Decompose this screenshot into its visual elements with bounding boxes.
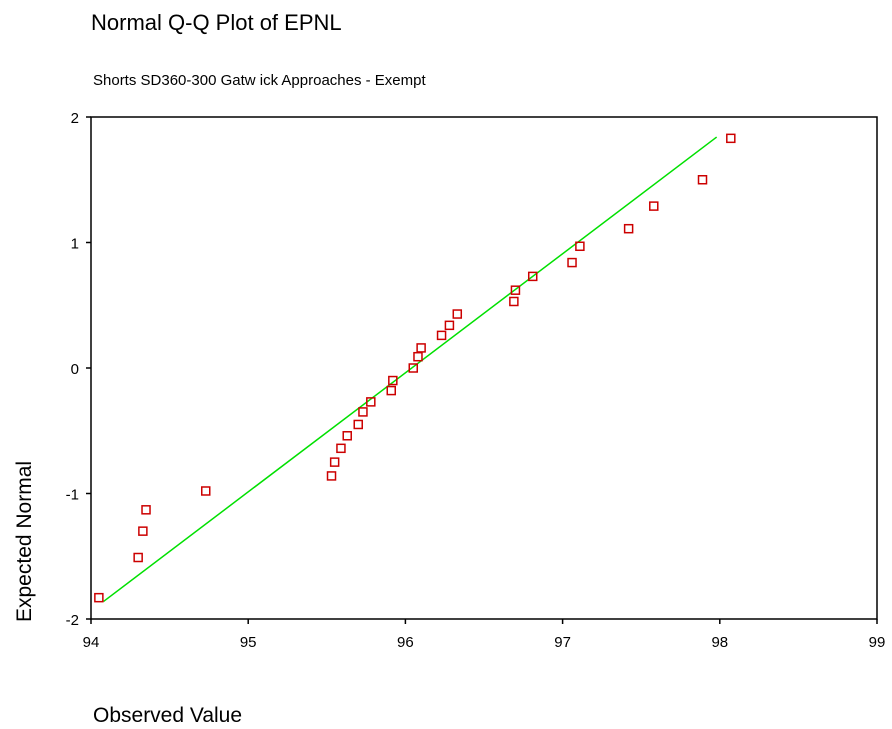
data-point bbox=[567, 257, 577, 268]
data-point bbox=[388, 375, 398, 386]
data-point bbox=[623, 223, 634, 234]
data-points bbox=[94, 133, 736, 603]
data-point bbox=[366, 397, 376, 407]
data-point bbox=[141, 505, 151, 515]
data-point bbox=[436, 330, 447, 341]
reference-line bbox=[103, 136, 718, 603]
x-tick-label: 98 bbox=[711, 634, 728, 651]
data-point bbox=[201, 486, 211, 496]
data-point bbox=[358, 407, 368, 417]
data-point bbox=[510, 285, 521, 295]
x-tick-label: 97 bbox=[554, 634, 571, 651]
data-point bbox=[416, 343, 426, 353]
data-point bbox=[575, 241, 585, 252]
x-tick-label: 94 bbox=[83, 634, 100, 651]
x-tick-label: 99 bbox=[869, 634, 886, 651]
data-point bbox=[726, 133, 736, 144]
data-point bbox=[413, 351, 423, 362]
data-point bbox=[408, 363, 419, 373]
plot-area bbox=[90, 116, 878, 620]
data-point bbox=[697, 175, 708, 185]
data-point bbox=[353, 419, 363, 430]
data-point bbox=[138, 526, 148, 536]
data-point bbox=[509, 296, 519, 307]
axis-ticks: 94 95 96 97 98 99 2 1 0 -1 -2 bbox=[66, 110, 886, 651]
data-point bbox=[342, 431, 352, 441]
x-tick-label: 96 bbox=[397, 634, 414, 651]
reference-line-group bbox=[103, 136, 718, 603]
data-point bbox=[386, 385, 397, 396]
y-tick-label: 2 bbox=[71, 110, 79, 127]
data-point bbox=[94, 592, 104, 603]
y-tick-label: 1 bbox=[71, 236, 79, 253]
y-tick-label: 0 bbox=[71, 361, 79, 378]
data-point bbox=[329, 457, 340, 467]
y-tick-label: -1 bbox=[66, 487, 79, 504]
data-point bbox=[649, 201, 659, 211]
data-point bbox=[336, 443, 346, 454]
chart-title: Normal Q-Q Plot of EPNL bbox=[91, 10, 342, 35]
data-point bbox=[444, 320, 455, 331]
x-tick-label: 95 bbox=[240, 634, 257, 651]
data-point bbox=[326, 471, 337, 481]
y-tick-label: -2 bbox=[66, 612, 79, 629]
y-axis-title: Expected Normal bbox=[13, 461, 36, 622]
data-point bbox=[133, 552, 143, 563]
data-point bbox=[452, 309, 463, 319]
chart-subtitle: Shorts SD360-300 Gatw ick Approaches - E… bbox=[93, 72, 426, 89]
data-point bbox=[527, 271, 538, 282]
x-axis-title: Observed Value bbox=[93, 704, 242, 727]
